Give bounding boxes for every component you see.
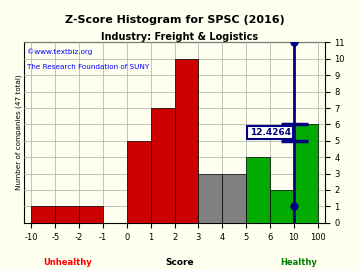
Bar bbox=[175, 59, 198, 223]
Title: Z-Score Histogram for SPSC (2016): Z-Score Histogram for SPSC (2016) bbox=[65, 15, 284, 25]
Text: Healthy: Healthy bbox=[280, 258, 317, 267]
Bar bbox=[198, 174, 222, 223]
Bar bbox=[31, 206, 55, 223]
Bar bbox=[79, 206, 103, 223]
Bar bbox=[246, 157, 270, 223]
Bar bbox=[151, 108, 175, 223]
Bar bbox=[294, 124, 318, 223]
Text: The Research Foundation of SUNY: The Research Foundation of SUNY bbox=[27, 64, 149, 70]
Bar bbox=[55, 206, 79, 223]
Text: 12.4264: 12.4264 bbox=[250, 128, 291, 137]
Bar bbox=[127, 141, 151, 223]
Bar bbox=[270, 190, 294, 223]
Text: Industry: Freight & Logistics: Industry: Freight & Logistics bbox=[102, 32, 258, 42]
Y-axis label: Number of companies (47 total): Number of companies (47 total) bbox=[15, 75, 22, 190]
Text: Unhealthy: Unhealthy bbox=[43, 258, 92, 267]
Text: Score: Score bbox=[166, 258, 194, 267]
Text: ©www.textbiz.org: ©www.textbiz.org bbox=[27, 48, 93, 55]
Bar bbox=[222, 174, 246, 223]
